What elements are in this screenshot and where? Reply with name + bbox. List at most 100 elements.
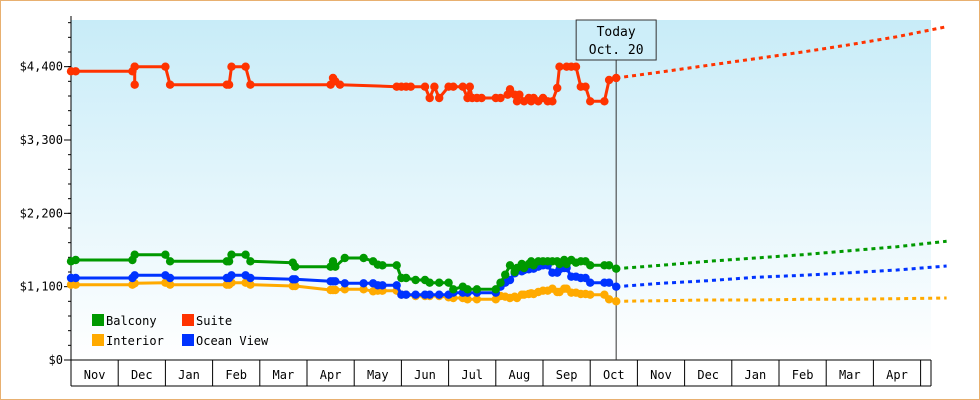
data-point-interior xyxy=(71,280,80,289)
data-point-suite xyxy=(335,80,345,89)
y-axis: $0 $1,100 $2,200 $3,300 $4,400 xyxy=(20,16,72,367)
data-point-suite xyxy=(165,80,175,89)
x-tick-label: Jan xyxy=(178,368,200,382)
data-point-interior xyxy=(359,285,368,294)
data-point-suite xyxy=(505,85,515,94)
data-point-suite xyxy=(465,82,474,91)
forecast-line-ocean-view xyxy=(616,264,947,289)
data-point-balcony xyxy=(435,278,444,287)
data-point-balcony xyxy=(291,262,300,271)
data-point-interior xyxy=(604,295,614,304)
y-tick-label: $4,400 xyxy=(20,60,63,74)
data-point-balcony xyxy=(449,285,458,294)
x-tick-label: Mar xyxy=(839,368,861,382)
x-tick-label: Feb xyxy=(792,368,814,382)
data-point-interior xyxy=(331,285,340,295)
x-tick-label: Dec xyxy=(697,368,719,382)
x-tick-label: Apr xyxy=(886,368,908,382)
data-point-balcony xyxy=(340,253,349,263)
data-point-ocean-view xyxy=(331,277,340,286)
data-point-ocean-view xyxy=(340,279,349,288)
data-point-ocean-view xyxy=(392,281,401,290)
x-axis: Nov Dec Jan Feb Mar Apr May Jun Jul Aug Sep Oct Nov D… xyxy=(70,359,932,387)
data-point-ocean-view xyxy=(586,278,595,287)
data-point-interior xyxy=(165,280,175,289)
data-point-suite xyxy=(496,93,505,103)
data-point-ocean-view xyxy=(425,290,434,299)
data-point-interior xyxy=(291,281,300,291)
data-point-balcony xyxy=(246,257,255,266)
plot-background xyxy=(71,20,931,360)
data-point-interior xyxy=(340,285,349,294)
data-point-suite xyxy=(555,62,564,71)
y-tick-label: $1,100 xyxy=(20,280,63,294)
data-point-ocean-view xyxy=(612,282,621,291)
x-tick-label: Sep xyxy=(556,368,578,382)
data-point-balcony xyxy=(71,255,80,265)
data-point-suite xyxy=(241,62,250,71)
data-point-suite xyxy=(161,62,170,71)
data-point-ocean-view xyxy=(227,271,236,280)
data-point-ocean-view xyxy=(246,273,255,283)
x-tick-label: Aug xyxy=(509,368,531,382)
data-point-suite xyxy=(425,93,434,103)
y-tick-label: $2,200 xyxy=(20,206,63,220)
data-point-ocean-view xyxy=(165,273,175,283)
x-tick-label: Apr xyxy=(320,368,342,382)
data-point-balcony xyxy=(331,262,340,271)
x-tick-label: Dec xyxy=(131,368,153,382)
data-point-suite xyxy=(612,73,621,83)
data-point-balcony xyxy=(612,264,621,273)
x-tick-label: Jul xyxy=(461,368,483,382)
data-point-ocean-view xyxy=(378,281,387,290)
data-point-ocean-view xyxy=(359,279,368,288)
data-point-balcony xyxy=(501,270,510,279)
data-point-suite xyxy=(586,97,595,106)
series-suite xyxy=(66,25,947,106)
data-point-interior xyxy=(246,280,255,289)
forecast-line-suite xyxy=(616,25,947,80)
data-point-suite xyxy=(246,80,255,89)
data-point-balcony xyxy=(425,278,434,287)
legend-swatch-suite xyxy=(182,314,194,326)
data-point-balcony xyxy=(165,257,175,266)
y-tick-label: $3,300 xyxy=(20,133,63,147)
legend-label-balcony: Balcony xyxy=(106,314,157,328)
legend-swatch-interior xyxy=(92,334,104,346)
data-point-ocean-view xyxy=(435,290,444,299)
data-point-ocean-view xyxy=(411,290,420,299)
data-point-balcony xyxy=(392,261,401,270)
data-point-suite xyxy=(435,93,444,103)
x-tick-label: May xyxy=(367,368,389,382)
data-point-suite xyxy=(548,97,557,106)
legend-label-suite: Suite xyxy=(196,314,232,328)
x-tick-label: Nov xyxy=(84,368,106,382)
data-point-balcony xyxy=(463,285,472,294)
x-tick-label: Oct xyxy=(603,368,625,382)
series-balcony xyxy=(66,239,947,294)
legend-label-interior: Interior xyxy=(106,334,164,348)
data-point-suite xyxy=(224,80,234,89)
data-point-balcony xyxy=(161,250,170,259)
data-point-suite xyxy=(406,82,415,91)
today-marker: Today Oct. 20 xyxy=(575,19,657,360)
data-point-balcony xyxy=(401,273,411,283)
data-point-balcony xyxy=(378,261,387,270)
data-point-suite xyxy=(458,82,467,91)
data-point-suite xyxy=(430,82,439,91)
data-point-suite xyxy=(477,93,486,103)
forecast-line-interior xyxy=(616,296,947,303)
data-point-interior xyxy=(472,295,482,304)
data-point-suite xyxy=(571,62,581,71)
data-point-balcony xyxy=(604,261,614,270)
data-point-interior xyxy=(463,295,472,304)
data-point-suite xyxy=(130,62,139,71)
data-point-balcony xyxy=(227,250,236,259)
data-point-balcony xyxy=(586,261,595,270)
today-date-label: Oct. 20 xyxy=(589,43,644,58)
x-tick-label: Jun xyxy=(414,368,436,382)
today-box xyxy=(575,19,657,61)
data-point-ocean-view xyxy=(130,271,139,280)
data-point-balcony xyxy=(496,278,505,287)
